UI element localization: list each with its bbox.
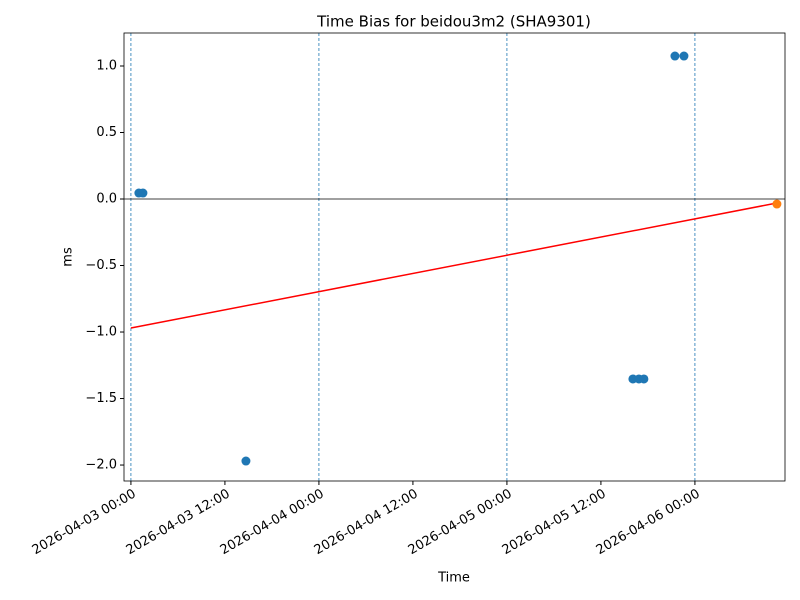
point <box>241 456 251 466</box>
y-tick-label: −0.5 <box>85 258 117 273</box>
y-tick-label: −2.0 <box>85 458 117 473</box>
point <box>679 51 689 61</box>
trend-line <box>130 202 778 329</box>
point <box>138 188 148 198</box>
plot-frame <box>123 32 786 482</box>
y-tick-label: −1.5 <box>85 391 117 406</box>
y-tick-label: 0.0 <box>96 192 117 207</box>
point <box>639 374 649 384</box>
point <box>670 51 680 61</box>
point <box>772 199 782 209</box>
x-axis-label: Time <box>437 571 470 586</box>
y-tick-label: −1.0 <box>85 325 117 340</box>
y-tick-label: 0.5 <box>96 125 117 140</box>
y-axis-label: ms <box>61 247 76 267</box>
y-tick-label: 1.0 <box>96 58 117 73</box>
chart-title: Time Bias for beidou3m2 (SHA9301) <box>316 13 591 31</box>
